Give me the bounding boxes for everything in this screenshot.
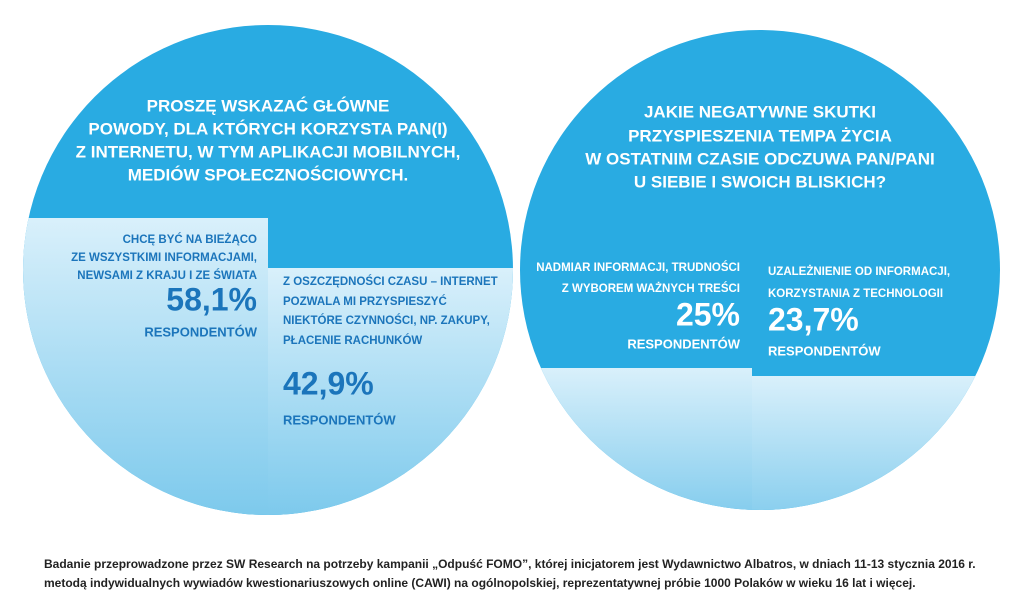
text: Z OSZCZĘDNOŚCI CZASU – INTERNET xyxy=(283,275,498,288)
text: CHCĘ BYĆ NA BIEŻĄCO xyxy=(123,233,257,246)
text: UZALEŻNIENIE OD INFORMACJI, xyxy=(768,265,950,278)
text: KORZYSTANIA Z TECHNOLOGII xyxy=(768,288,943,300)
text: RESPONDENTÓW xyxy=(283,412,396,427)
text: 42,9% xyxy=(283,365,374,401)
text: W OSTATNIM CZASIE ODCZUWA PAN/PANI xyxy=(585,149,934,168)
text: POWODY, DLA KTÓRYCH KORZYSTA PAN(I) xyxy=(88,119,447,138)
text: Badanie przeprowadzone przez SW Research… xyxy=(44,557,976,571)
text: Z INTERNETU, W TYM APLIKACJI MOBILNYCH, xyxy=(76,142,461,161)
text: 25% xyxy=(676,296,740,332)
text: metodą indywidualnych wywiadów kwestiona… xyxy=(44,576,916,590)
text: NIEKTÓRE CZYNNOŚCI, NP. ZAKUPY, xyxy=(283,314,490,327)
text: RESPONDENTÓW xyxy=(768,343,881,358)
text: ZE WSZYSTKIMI INFORMACJAMI, xyxy=(71,252,257,264)
text: 23,7% xyxy=(768,301,859,337)
text: PROSZĘ WSKAZAĆ GŁÓWNE xyxy=(147,96,390,115)
text: NADMIAR INFORMACJI, TRUDNOŚCI xyxy=(536,261,740,274)
text: JAKIE NEGATYWNE SKUTKI xyxy=(644,102,876,121)
text: PRZYSPIESZENIA TEMPA ŻYCIA xyxy=(628,126,892,145)
text: RESPONDENTÓW xyxy=(627,336,740,351)
text: NEWSAMI Z KRAJU I ZE ŚWIATA xyxy=(77,269,257,282)
text: RESPONDENTÓW xyxy=(144,324,257,339)
text: 58,1% xyxy=(166,281,257,317)
texts: PROSZĘ WSKAZAĆ GŁÓWNE POWODY, DLA KTÓRYCH… xyxy=(44,96,976,590)
text: Z WYBOREM WAŻNYCH TREŚCI xyxy=(562,282,740,295)
text: MEDIÓW SPOŁECZNOŚCIOWYCH. xyxy=(128,165,409,184)
circle-left xyxy=(23,25,513,515)
text: U SIEBIE I SWOICH BLISKICH? xyxy=(634,172,886,191)
text: PŁACENIE RACHUNKÓW xyxy=(283,334,422,347)
text: POZWALA MI PRZYSPIESZYĆ xyxy=(283,295,447,308)
